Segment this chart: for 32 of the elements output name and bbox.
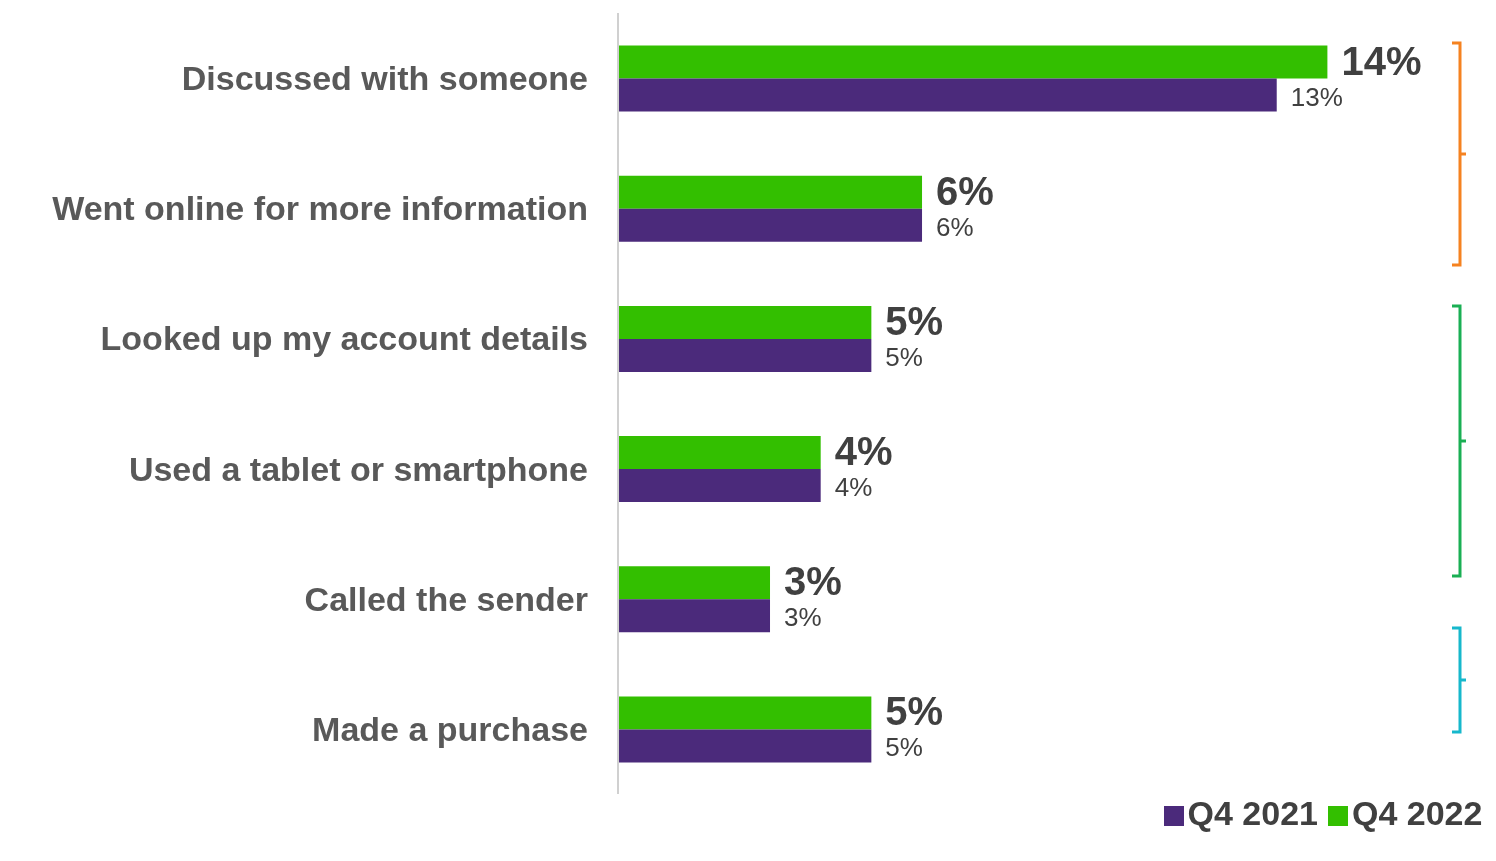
- data-label: 6%: [936, 168, 994, 213]
- data-label: 5%: [885, 689, 944, 734]
- bar: [618, 729, 872, 763]
- data-label: 5%: [885, 732, 923, 763]
- bar: [618, 566, 771, 600]
- bar: [618, 45, 1328, 79]
- legend-label: Q4 2022: [1352, 794, 1483, 832]
- data-label: 5%: [885, 298, 944, 343]
- y-tick-label: Went online for more information: [52, 189, 588, 228]
- bar: [618, 338, 872, 372]
- bar: [618, 208, 923, 242]
- data-label: 14%: [1341, 38, 1422, 83]
- bar: [618, 436, 821, 470]
- data-label: 6%: [936, 211, 974, 242]
- y-tick-label: Discussed with someone: [181, 59, 588, 98]
- bar: [618, 469, 821, 503]
- data-label: 13%: [1290, 81, 1343, 112]
- y-tick-label: Looked up my account details: [100, 319, 588, 358]
- legend-label: Q4 2021: [1187, 794, 1318, 832]
- data-label: 4%: [834, 429, 893, 474]
- y-tick-label: Used a tablet or smartphone: [128, 449, 588, 488]
- data-label: 4%: [834, 472, 873, 503]
- data-label: 3%: [784, 559, 842, 604]
- y-tick-label: Made a purchase: [312, 709, 588, 748]
- bar: [618, 78, 1277, 112]
- data-label: 3%: [784, 602, 822, 633]
- bar: [618, 696, 872, 730]
- y-tick-label: Called the sender: [304, 579, 588, 618]
- bar: [618, 175, 923, 209]
- data-label: 5%: [885, 341, 923, 372]
- bar: [618, 599, 771, 633]
- bar: [618, 305, 872, 339]
